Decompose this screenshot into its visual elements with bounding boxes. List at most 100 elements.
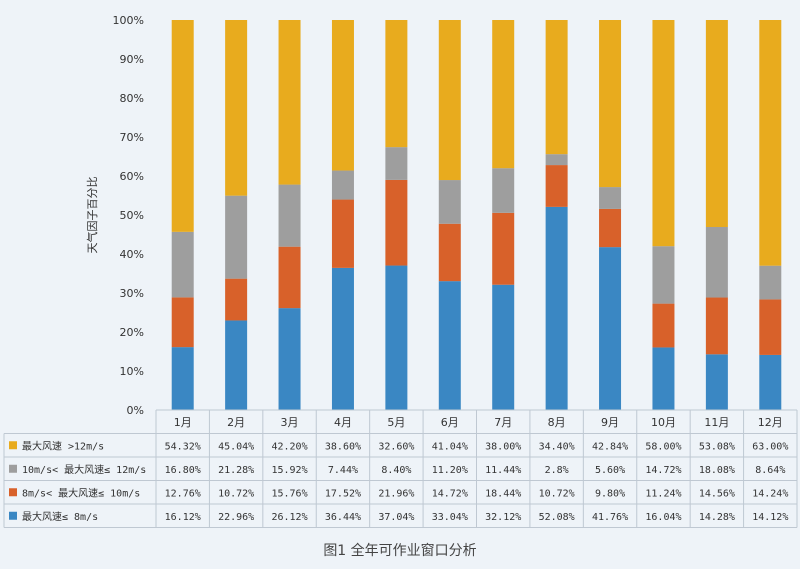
bar-segment [652,246,675,304]
bar-segment [705,20,728,228]
bars-group [171,20,782,410]
bar-segment [331,199,354,268]
bar-segment [385,147,408,180]
table-cell-value: 17.52% [325,488,361,499]
legend-label: 10m/s< 最大风速≤ 12m/s [22,463,146,476]
bar-segment [599,208,622,248]
y-axis-label: 天气因子百分比 [85,177,99,254]
bar-segment [599,187,622,209]
bar-segment [705,354,728,410]
bar-segment [171,347,194,410]
bar-segment [705,297,728,355]
table-cell-value: 14.12% [752,512,788,523]
bar-segment [171,297,194,348]
table-cell-value: 16.12% [165,512,201,523]
bar-segment [705,227,728,298]
table-cell-value: 32.12% [485,512,521,523]
bar-segment [278,184,301,247]
bar-segment [278,246,301,309]
table-cell-value: 38.00% [485,441,521,452]
table-cell-value: 7.44% [328,465,358,476]
x-tick-label: 7月 [494,416,512,429]
bar-segment [545,20,568,155]
bar-segment [225,195,248,279]
table-cell-value: 54.32% [165,441,201,452]
bar-segment [171,20,194,232]
table-cell-value: 12.76% [165,488,201,499]
table-cell-value: 8.40% [381,465,411,476]
x-tick-label: 10月 [651,416,676,429]
bar-segment [492,20,515,169]
bar-segment [225,320,248,410]
bar-segment [599,247,622,410]
table-cell-value: 22.96% [218,512,254,523]
y-tick-label: 50% [120,209,144,222]
bar-segment [278,20,301,185]
bar-segment [278,308,301,410]
x-tick-label: 6月 [441,416,459,429]
bar-segment [225,278,248,321]
table-cell-value: 11.44% [485,465,521,476]
table-cell-value: 14.28% [699,512,735,523]
y-tick-label: 40% [120,248,144,261]
table-cell-value: 15.92% [271,465,307,476]
table-cell-value: 34.40% [539,441,575,452]
table-cell-value: 33.04% [432,512,468,523]
table-cell-value: 14.72% [432,488,468,499]
bar-segment [438,281,461,410]
legend-swatch [9,488,17,497]
bar-segment [759,354,782,410]
x-tick-label: 8月 [548,416,566,429]
y-tick-label: 0% [127,404,144,417]
table-cell-value: 63.00% [752,441,788,452]
y-tick-label: 30% [120,287,144,300]
table-cell-value: 9.80% [595,488,625,499]
table-cell-value: 14.56% [699,488,735,499]
table-cell-value: 5.60% [595,465,625,476]
table-cell-value: 11.20% [432,465,468,476]
bar-segment [652,20,675,247]
table-cell-value: 16.04% [645,512,681,523]
y-tick-label: 90% [120,53,144,66]
table-cell-value: 41.76% [592,512,628,523]
bar-segment [171,231,194,298]
table-cell-value: 15.76% [271,488,307,499]
bar-segment [545,206,568,410]
x-tick-label: 3月 [281,416,299,429]
bar-segment [492,168,515,213]
table-cell-value: 21.96% [378,488,414,499]
bar-segment [331,20,354,171]
legend-label: 最大风速≤ 8m/s [22,510,98,523]
legend-swatch [9,441,17,450]
table-cell-value: 14.72% [645,465,681,476]
y-tick-label: 20% [120,326,144,339]
bar-segment [545,165,568,207]
table-cell-value: 42.84% [592,441,628,452]
legend-label: 8m/s< 最大风速≤ 10m/s [22,486,140,499]
table-cell-value: 53.08% [699,441,735,452]
bar-segment [331,267,354,410]
x-tick-label: 11月 [704,416,729,429]
y-tick-label: 60% [120,170,144,183]
table-cell-value: 36.44% [325,512,361,523]
bar-segment [385,20,408,148]
table-cell-value: 21.28% [218,465,254,476]
bar-segment [225,20,248,196]
table-cell-value: 10.72% [539,488,575,499]
x-tick-label: 9月 [601,416,619,429]
table-cell-value: 26.12% [271,512,307,523]
bar-segment [438,223,461,282]
y-tick-label: 80% [120,92,144,105]
bar-segment [652,303,675,348]
y-tick-label: 70% [120,131,144,144]
figure-caption: 图1 全年可作业窗口分析 [323,542,476,559]
table-cell-value: 16.80% [165,465,201,476]
x-tick-label: 5月 [387,416,405,429]
table-cell-value: 14.24% [752,488,788,499]
x-tick-label: 4月 [334,416,352,429]
table-cell-value: 41.04% [432,441,468,452]
x-tick-label: 12月 [758,416,783,429]
bar-segment [759,20,782,266]
